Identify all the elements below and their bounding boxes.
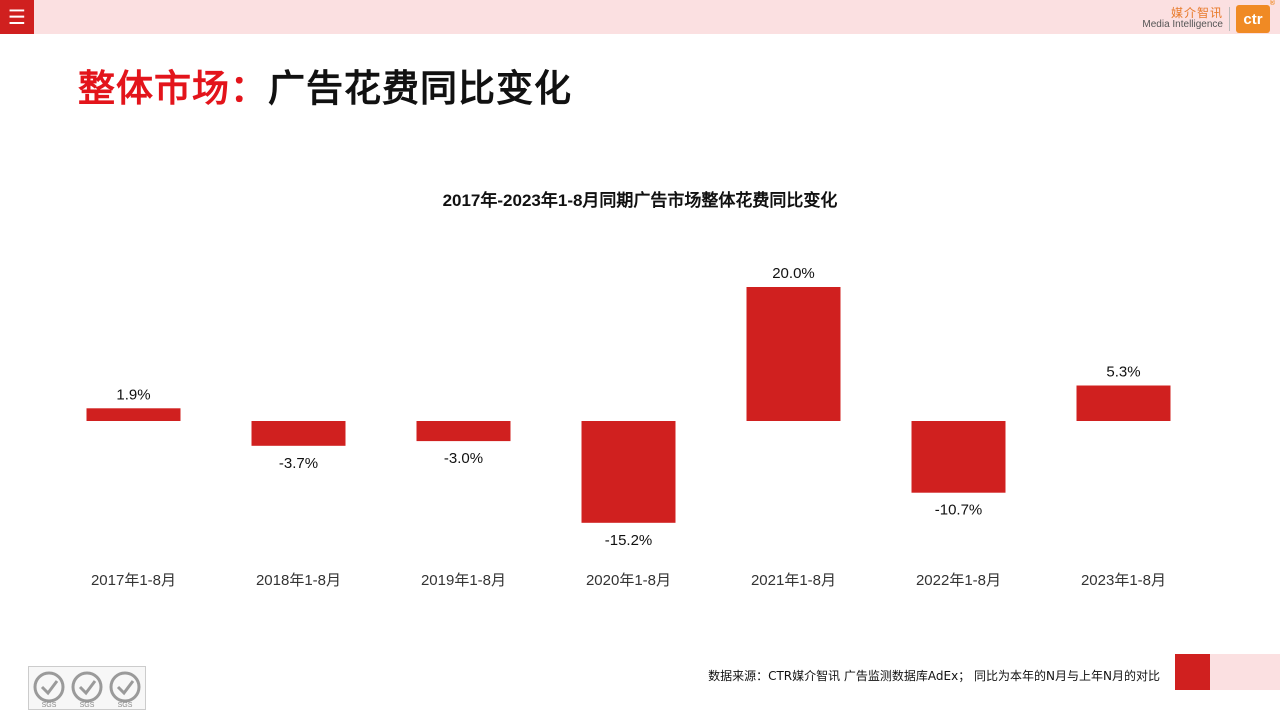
- cert-badge-label: SGS: [80, 702, 95, 709]
- cert-badge-label: SGS: [118, 702, 133, 709]
- x-tick-label: 2021年1-8月: [751, 572, 836, 589]
- brand-name-en: Media Intelligence: [1142, 19, 1223, 31]
- bar: [911, 421, 1006, 493]
- bar: [416, 421, 511, 442]
- x-tick-label: 2022年1-8月: [916, 572, 1001, 589]
- ctr-logo-text: ctr: [1243, 10, 1263, 28]
- ctr-logo-icon: ctr ®: [1236, 0, 1275, 33]
- bar: [581, 421, 676, 523]
- registered-mark: ®: [1269, 0, 1275, 7]
- x-tick-label: 2017年1-8月: [91, 572, 176, 589]
- brand-name-cn: 媒介智讯: [1170, 6, 1223, 21]
- data-label: -15.2%: [605, 532, 653, 549]
- data-source-note: 数据来源：CTR媒介智讯 广告监测数据库AdEx； 同比为本年的N月与上年N月的…: [708, 669, 1160, 683]
- data-label: -3.7%: [279, 455, 318, 472]
- page-title-rest: 广告花费同比变化: [268, 67, 572, 110]
- bar-chart: 1.9% 2017年1-8月 -3.7% 2018年1-8月 -3.0% 2019年1-8…: [86, 265, 1171, 589]
- data-label: 5.3%: [1106, 364, 1140, 381]
- bar: [746, 287, 841, 421]
- bar: [86, 408, 181, 421]
- brand-logo-block: 媒介智讯 Media Intelligence ctr ®: [1142, 0, 1275, 34]
- page-title: 整体市场：广告花费同比变化: [78, 58, 572, 112]
- footer-accent-pink: [1210, 654, 1280, 690]
- x-tick-label: 2018年1-8月: [256, 572, 341, 589]
- top-bar: ☰ 媒介智讯 Media Intelligence ctr ®: [0, 0, 1280, 34]
- x-tick-label: 2023年1-8月: [1081, 572, 1166, 589]
- brand-divider: [1229, 7, 1230, 31]
- bar: [1076, 385, 1171, 421]
- sgs-badges-icon: SGS SGS SGS: [33, 671, 141, 709]
- chart-title: 2017年-2023年1-8月同期广告市场整体花费同比变化: [442, 191, 838, 210]
- cert-badge-label: SGS: [42, 702, 57, 709]
- footer-accent-red: [1175, 654, 1210, 690]
- x-tick-label: 2019年1-8月: [421, 572, 506, 589]
- hamburger-menu-icon[interactable]: ☰: [0, 0, 34, 34]
- data-label: 20.0%: [772, 265, 815, 282]
- page-title-highlight: 整体市场：: [78, 67, 268, 110]
- bar: [251, 421, 346, 446]
- data-label: -3.0%: [444, 450, 483, 467]
- data-label: -10.7%: [935, 502, 983, 519]
- data-label: 1.9%: [116, 386, 150, 403]
- certification-badges: SGS SGS SGS: [28, 666, 146, 710]
- x-tick-label: 2020年1-8月: [586, 572, 671, 589]
